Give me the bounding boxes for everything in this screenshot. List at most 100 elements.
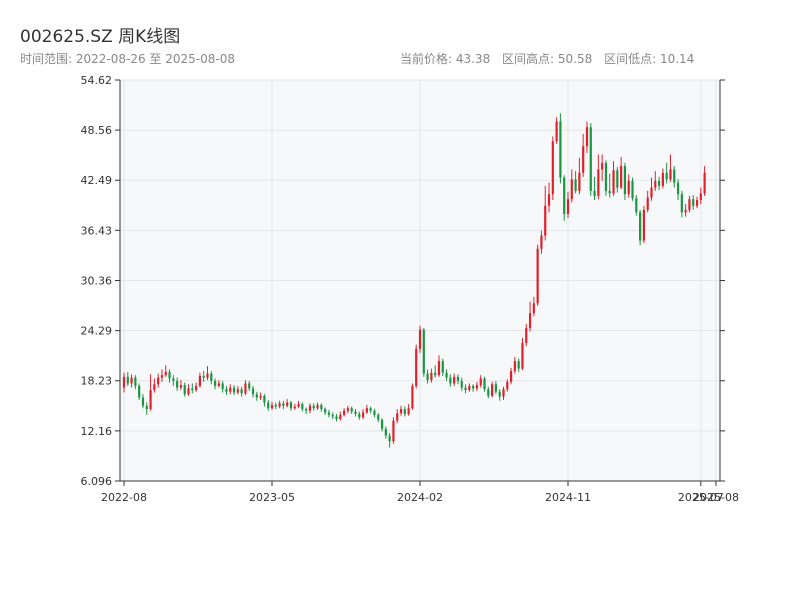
candle-up [407, 404, 410, 416]
candle-body [654, 180, 657, 188]
candle-up [597, 154, 600, 200]
candle-body [191, 388, 194, 391]
candle-body [384, 428, 387, 436]
candle-up [506, 379, 509, 392]
candle-body [695, 199, 699, 206]
candle-down [240, 386, 243, 397]
candle-down [358, 411, 361, 420]
candle-body [141, 397, 145, 406]
candle-up [399, 405, 403, 416]
candle-down [282, 400, 285, 410]
candle-body [263, 395, 266, 403]
candle-body [449, 377, 452, 384]
candle-body [380, 419, 384, 429]
candle-body [324, 409, 327, 413]
candle-body [361, 412, 365, 418]
candle-up [430, 368, 433, 383]
candle-body [639, 212, 642, 241]
candle-down [312, 403, 315, 411]
candle-down [138, 383, 141, 400]
time-range-text: 时间范围: 2022-08-26 至 2025-08-08 [20, 52, 235, 66]
candle-up [669, 154, 672, 182]
candle-body [179, 385, 183, 388]
candle-body [642, 209, 645, 241]
candle-body [168, 371, 171, 379]
candle-body [472, 385, 475, 389]
candle-down [183, 382, 186, 397]
candle-body [532, 303, 535, 314]
candle-body [635, 198, 638, 213]
candle-down [377, 413, 380, 423]
candle-down [232, 385, 236, 396]
candle-down [635, 195, 638, 216]
candle-body [479, 378, 482, 386]
gridlines [120, 79, 720, 482]
candle-body [494, 384, 497, 392]
candle-body [703, 172, 706, 194]
candle-down [335, 414, 338, 422]
candle-down [384, 426, 387, 439]
candle-down [380, 418, 384, 432]
candle-down [456, 374, 460, 385]
candle-up [270, 401, 274, 410]
x-tick-label: 2025-08 [693, 491, 739, 504]
candle-up [339, 411, 342, 421]
candle-body [441, 361, 444, 373]
candle-down [141, 394, 145, 409]
candle-down [202, 371, 205, 382]
candle-up [396, 409, 399, 424]
candle-down [673, 166, 676, 188]
candle-body [138, 385, 141, 398]
candle-up [392, 417, 395, 444]
candle-up [525, 323, 528, 347]
candle-body [559, 121, 562, 178]
candle-body [513, 361, 516, 372]
candle-up [149, 374, 152, 411]
candle-up [642, 205, 645, 243]
candle-body [487, 389, 490, 396]
candle-down [616, 166, 619, 193]
candle-up [627, 174, 630, 198]
candle-body [673, 169, 676, 183]
candle-body [540, 235, 543, 249]
candle-body [551, 141, 554, 195]
candle-down [434, 365, 437, 378]
candle-body [331, 414, 334, 417]
candle-down [574, 171, 577, 194]
candle-up [343, 408, 346, 417]
candle-up [187, 384, 190, 396]
y-tick-label: 42.49 [81, 174, 113, 187]
candle-body [373, 410, 376, 415]
candle-body [388, 435, 391, 442]
candle-body [676, 182, 680, 195]
candle-up [585, 121, 589, 153]
candle-down [251, 385, 255, 398]
candle-body [517, 361, 520, 369]
candle-down [517, 358, 520, 372]
x-tick-label: 2024-11 [545, 491, 591, 504]
candle-body [176, 380, 179, 388]
candle-up [513, 357, 516, 374]
candle-body [301, 404, 304, 410]
candle-body [574, 179, 577, 191]
y-tick-label: 24.29 [81, 325, 113, 338]
x-tick-label: 2024-02 [397, 491, 443, 504]
candle-body [434, 372, 437, 376]
candle-up [544, 185, 547, 241]
candle-body [198, 376, 201, 386]
candle-up [547, 182, 551, 213]
candle-down [665, 162, 668, 184]
candle-body [566, 199, 570, 215]
candle-up [684, 204, 687, 217]
candle-down [623, 162, 627, 200]
candle-up [297, 400, 300, 409]
candle-body [358, 414, 361, 418]
candle-body [316, 404, 319, 409]
candle-up [157, 373, 160, 388]
candle-up [502, 386, 505, 400]
candle-down [369, 406, 372, 414]
candle-body [407, 408, 410, 415]
candle-down [255, 391, 258, 401]
candle-body [122, 376, 126, 388]
candle-up [195, 382, 198, 392]
